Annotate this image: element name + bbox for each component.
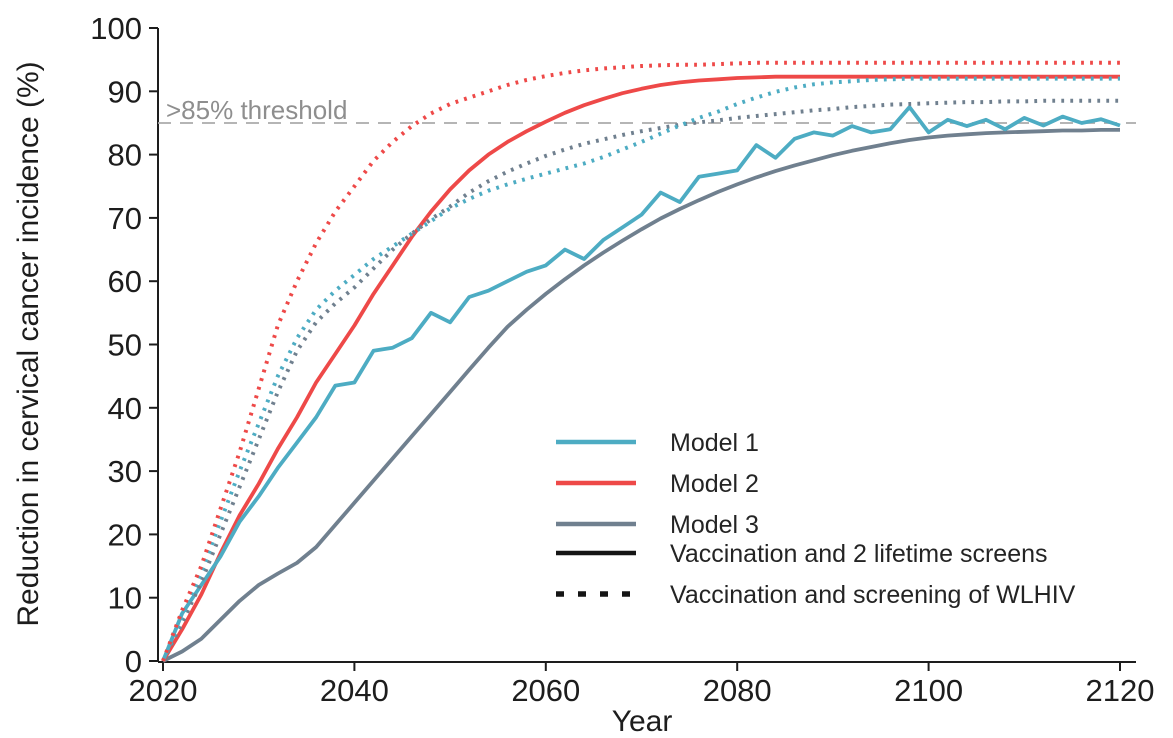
series-line-model1-solid: [161, 105, 1121, 662]
series-line-model3-dotted: [161, 98, 1120, 662]
y-axis-title: Reduction in cervical cancer incidence (…: [12, 61, 45, 626]
threshold-label: >85% threshold: [166, 95, 347, 125]
legend-label: Model 3: [670, 511, 759, 539]
legend-label: Model 2: [670, 470, 759, 498]
y-tick-label: 90: [108, 74, 142, 109]
y-tick-label: 70: [108, 201, 142, 236]
y-tick-label: 30: [108, 454, 142, 489]
chart-generated-layer: 0 10 20 30 40 50 60 70 80 90 100 2020 2040 2060 2080 21…: [90, 11, 1154, 708]
y-tick-label: 0: [125, 644, 142, 679]
x-axis-title: Year: [612, 705, 673, 738]
series-line-model1-dotted: [161, 76, 1120, 662]
x-tick-label: 2080: [703, 673, 772, 708]
y-tick-label: 60: [108, 264, 142, 299]
legend-label: Vaccination and screening of WLHIV: [670, 581, 1076, 609]
series-line-model2-dotted: [161, 60, 1120, 662]
series-line-model2-solid: [161, 74, 1120, 662]
legend-label: Vaccination and 2 lifetime screens: [670, 540, 1048, 568]
y-tick-label: 100: [90, 11, 142, 46]
y-tick-label: 10: [108, 581, 142, 616]
y-tick-label: 20: [108, 517, 142, 552]
y-tick-label: 40: [108, 391, 142, 426]
x-tick-label: 2100: [894, 673, 963, 708]
x-tick-label: 2060: [511, 673, 580, 708]
x-tick-label: 2040: [320, 673, 389, 708]
x-tick-label: 2020: [129, 673, 198, 708]
x-tick-label: 2120: [1086, 673, 1155, 708]
y-tick-label: 50: [108, 328, 142, 363]
series-line-model3-solid: [162, 128, 1120, 663]
legend-label: Model 1: [670, 429, 759, 457]
y-tick-label: 80: [108, 138, 142, 173]
